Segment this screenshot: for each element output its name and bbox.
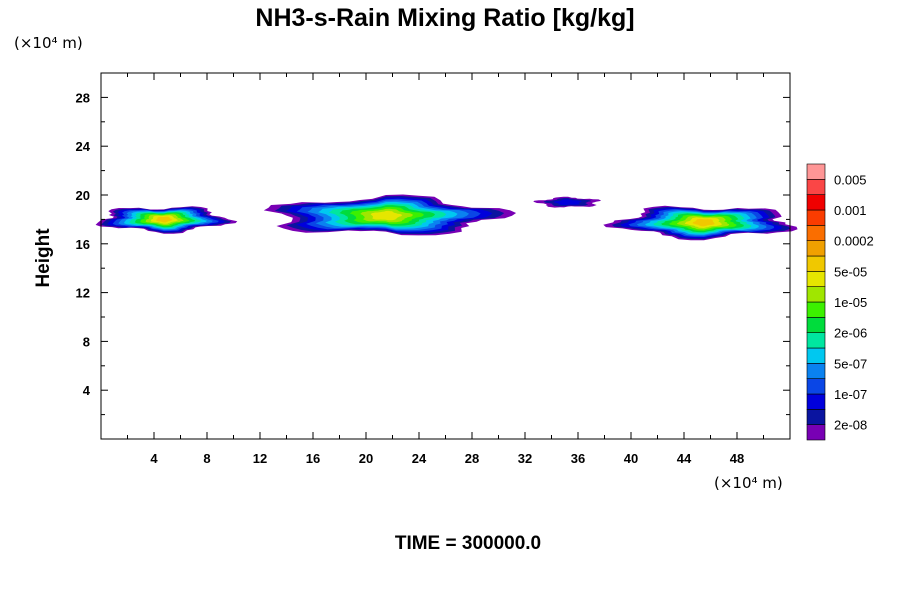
x-tick-label: 48 — [730, 451, 744, 466]
colorbar-label: 0.001 — [834, 203, 867, 218]
x-unit-label: (×10⁴ m) — [714, 474, 783, 492]
y-tick-label: 24 — [76, 139, 91, 154]
y-unit-label: (×10⁴ m) — [14, 34, 83, 52]
colorbar-label: 1e-07 — [834, 387, 867, 402]
colorbar-label: 2e-06 — [834, 326, 867, 341]
x-tick-label: 44 — [677, 451, 692, 466]
x-tick-label: 16 — [306, 451, 320, 466]
colorbar-label: 5e-05 — [834, 264, 867, 279]
colorbar-label: 5e-07 — [834, 356, 867, 371]
x-tick-label: 20 — [359, 451, 373, 466]
x-tick-label: 12 — [253, 451, 267, 466]
colorbar-swatch — [806, 378, 826, 395]
colorbar-swatch — [806, 255, 826, 272]
colorbar-label: 2e-08 — [834, 418, 867, 433]
colorbar-swatch — [806, 163, 826, 180]
colorbar-label: 0.0002 — [834, 234, 874, 249]
y-tick-label: 28 — [76, 90, 90, 105]
colorbar-swatch — [806, 393, 826, 410]
colorbar-swatch — [806, 209, 826, 226]
colorbar-swatch — [806, 409, 826, 425]
colorbar-swatch — [806, 332, 826, 349]
colorbar-label: 1e-05 — [834, 295, 867, 310]
y-tick-label: 8 — [83, 334, 90, 349]
y-axis-label: Height — [33, 228, 54, 288]
contour-band — [553, 199, 582, 206]
contour-band — [370, 210, 402, 221]
contour-band — [156, 216, 173, 223]
colorbar-swatch — [806, 240, 826, 257]
x-tick-label: 36 — [571, 451, 585, 466]
data-field — [95, 194, 798, 241]
colorbar-swatch — [806, 301, 826, 318]
colorbar-label: 0.005 — [834, 172, 867, 187]
plot-frame — [100, 72, 791, 440]
x-tick-label: 8 — [203, 451, 210, 466]
x-tick-label: 40 — [624, 451, 638, 466]
time-label: TIME = 300000.0 — [395, 533, 541, 554]
x-tick-label: 4 — [150, 451, 158, 466]
y-tick-label: 16 — [76, 237, 90, 252]
colorbar-swatch — [806, 286, 826, 303]
y-tick-label: 12 — [76, 286, 90, 301]
x-tick-label: 32 — [518, 451, 532, 466]
x-tick-label: 24 — [412, 451, 427, 466]
colorbar-swatch — [806, 179, 826, 195]
colorbar-swatch — [806, 424, 826, 441]
colorbar-swatch — [806, 317, 826, 333]
x-tick-label: 28 — [465, 451, 479, 466]
colorbar-swatch — [806, 194, 826, 211]
colorbar-swatch — [806, 225, 826, 241]
chart-title: NH3-s-Rain Mixing Ratio [kg/kg] — [255, 4, 634, 32]
colorbar-swatch — [806, 363, 826, 379]
colorbar-swatch — [806, 347, 826, 364]
colorbar-swatch — [806, 271, 826, 287]
colorbar: 2e-08 1e-07 5e-07 2e-06 1e-05 5e-05 0.0002 0.00… — [806, 163, 874, 441]
y-tick-label: 20 — [76, 188, 90, 203]
y-tick-label: 4 — [83, 383, 91, 398]
contour-band — [692, 218, 715, 227]
